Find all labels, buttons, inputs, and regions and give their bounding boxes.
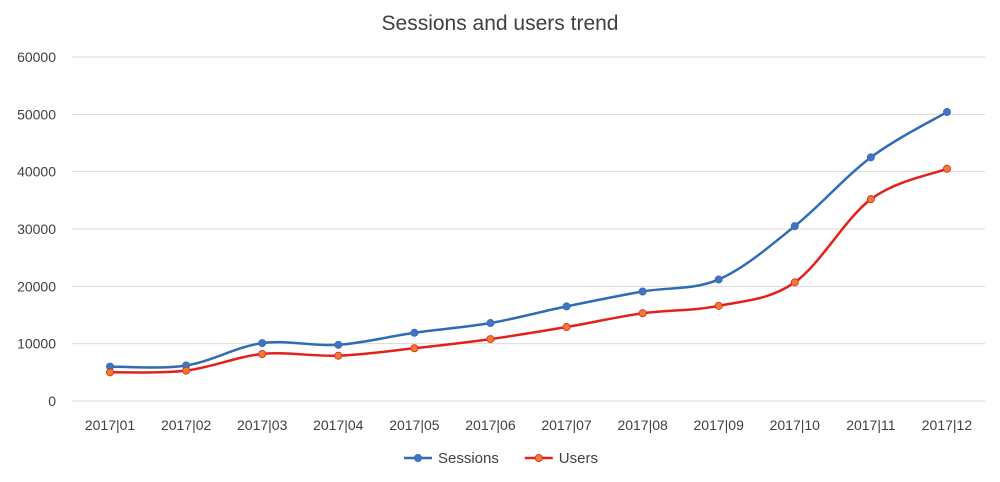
- data-point-users-10: [866, 195, 875, 204]
- data-point-users-3: [334, 351, 343, 360]
- x-tick-label: 2017|03: [237, 417, 288, 433]
- data-point-users-1: [182, 366, 191, 375]
- x-axis-ticks: 2017|01 2017|02 2017|03 2017|04 2017|05 2017|…: [85, 417, 972, 433]
- x-tick-label: 2017|08: [617, 417, 668, 433]
- data-point-sessions-11: [942, 108, 951, 117]
- x-tick-label: 2017|10: [770, 417, 821, 433]
- x-tick-label: 2017|04: [313, 417, 364, 433]
- x-tick-label: 2017|07: [541, 417, 592, 433]
- y-tick-label: 40000: [17, 164, 56, 180]
- data-point-sessions-6: [562, 302, 571, 311]
- series-line-users: [110, 167, 948, 374]
- x-tick-label: 2017|09: [694, 417, 745, 433]
- data-point-sessions-10: [866, 153, 875, 162]
- x-tick-label: 2017|06: [465, 417, 516, 433]
- y-tick-label: 30000: [17, 221, 56, 237]
- y-tick-label: 0: [48, 393, 56, 409]
- y-tick-label: 60000: [17, 49, 56, 65]
- data-point-sessions-5: [486, 319, 495, 328]
- series-lines: [106, 108, 951, 377]
- data-point-sessions-4: [410, 328, 419, 337]
- y-tick-label: 50000: [17, 106, 56, 122]
- data-point-users-4: [410, 344, 419, 353]
- data-point-users-6: [562, 323, 571, 332]
- x-tick-label: 2017|01: [85, 417, 136, 433]
- legend-marker-users: [534, 453, 543, 462]
- x-tick-label: 2017|12: [922, 417, 973, 433]
- gridlines: [72, 56, 985, 402]
- data-point-users-2: [258, 349, 267, 358]
- data-point-users-11: [942, 164, 951, 173]
- data-point-sessions-7: [638, 287, 647, 296]
- x-tick-label: 2017|05: [389, 417, 440, 433]
- legend-label-users: Users: [559, 450, 598, 467]
- legend: Sessions Users: [404, 450, 598, 467]
- series-line-sessions: [110, 110, 948, 369]
- data-point-sessions-8: [714, 275, 723, 284]
- legend-label-sessions: Sessions: [438, 450, 499, 467]
- legend-marker-sessions: [413, 453, 422, 462]
- data-point-sessions-3: [334, 340, 343, 349]
- chart-title: Sessions and users trend: [382, 12, 619, 35]
- data-point-users-8: [714, 301, 723, 310]
- x-tick-label: 2017|11: [846, 417, 896, 433]
- data-point-users-7: [638, 309, 647, 318]
- data-point-users-0: [106, 368, 115, 377]
- data-point-users-5: [486, 335, 495, 344]
- data-point-sessions-9: [790, 222, 799, 231]
- y-axis-ticks: 0 10000 20000 30000 40000 50000 60000: [17, 49, 56, 409]
- data-point-users-9: [790, 278, 799, 287]
- data-point-sessions-2: [258, 339, 267, 348]
- y-tick-label: 20000: [17, 278, 56, 294]
- y-tick-label: 10000: [17, 336, 56, 352]
- x-tick-label: 2017|02: [161, 417, 212, 433]
